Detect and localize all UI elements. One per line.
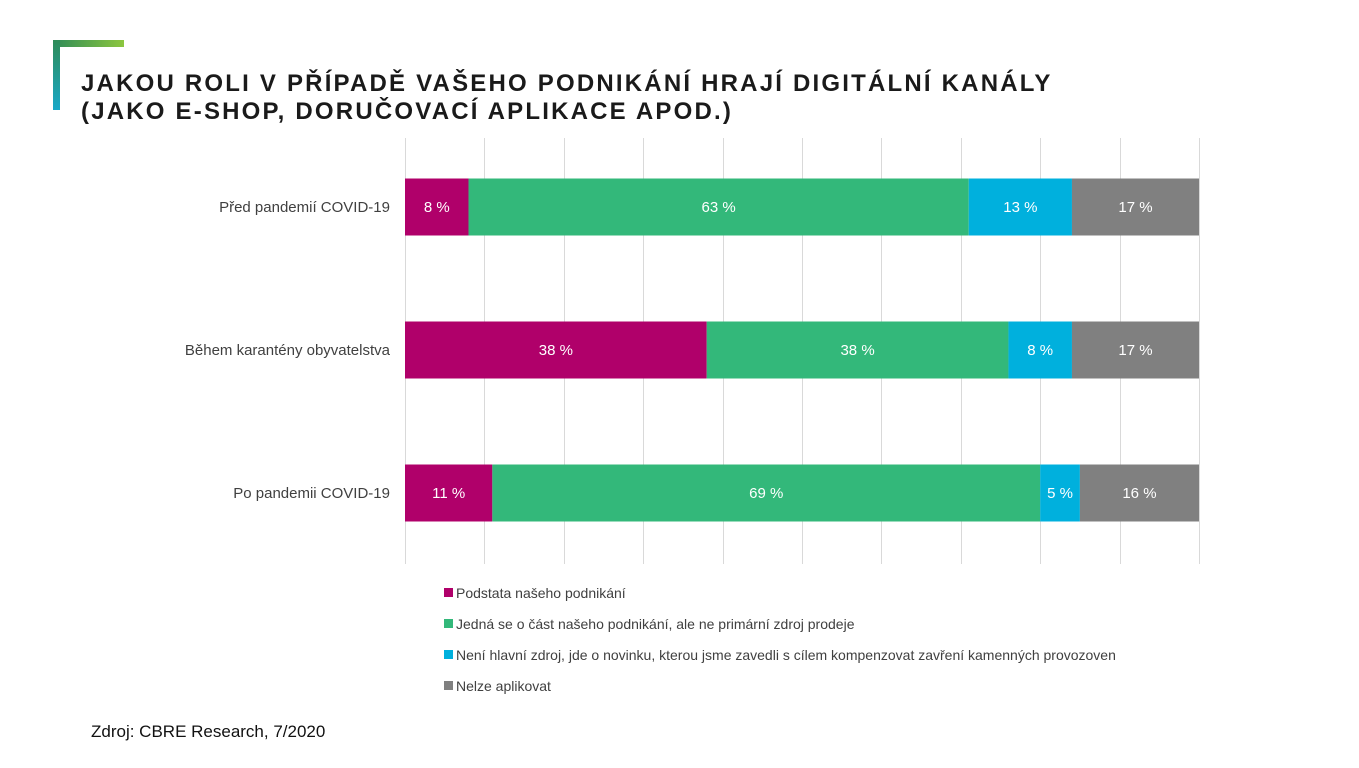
chart-legend: Podstata našeho podnikání Jedná se o část… [444, 577, 1116, 701]
legend-swatch [444, 619, 453, 628]
title-accent-vertical [53, 40, 60, 110]
chart-title-line-2: (JAKO E-SHOP, DORUČOVACÍ APLIKACE APOD.) [81, 98, 734, 125]
legend-item: Nelze aplikovat [444, 670, 1116, 701]
bar-segment [1071, 321, 1199, 379]
bar-segment [1040, 464, 1080, 522]
legend-item: Není hlavní zdroj, jde o novinku, kterou… [444, 639, 1116, 670]
data-label: 38 % [539, 342, 573, 359]
title-accent-horizontal [53, 40, 124, 47]
data-label: 63 % [702, 199, 736, 216]
data-label: 69 % [749, 485, 783, 502]
data-label: 13 % [1003, 199, 1037, 216]
category-label: Po pandemii COVID-19 [233, 485, 390, 502]
legend-item: Jedná se o část našeho podnikání, ale ne… [444, 608, 1116, 639]
legend-label: Jedná se o část našeho podnikání, ale ne… [456, 615, 855, 632]
source-note: Zdroj: CBRE Research, 7/2020 [91, 722, 326, 741]
bar-segment [1008, 321, 1072, 379]
bar-segment [968, 178, 1072, 236]
data-label: 17 % [1118, 342, 1152, 359]
bar-segment [1071, 178, 1199, 236]
legend-label: Podstata našeho podnikání [456, 584, 626, 601]
data-label: 11 % [432, 485, 465, 502]
data-label: 16 % [1122, 485, 1156, 502]
legend-swatch [444, 681, 453, 690]
chart-title: JAKOU ROLI V PŘÍPADĚ VAŠEHO PODNIKÁNÍ HR… [81, 70, 1281, 126]
bar-segment [706, 321, 1009, 379]
bar-segment [468, 178, 969, 236]
data-label: 8 % [424, 199, 450, 216]
data-label: 8 % [1027, 342, 1053, 359]
bar-segment [405, 464, 493, 522]
category-label: Před pandemií COVID-19 [219, 199, 390, 216]
legend-label: Není hlavní zdroj, jde o novinku, kterou… [456, 646, 1116, 663]
category-label: Během karantény obyvatelstva [185, 342, 391, 359]
bar-segment [492, 464, 1041, 522]
legend-swatch [444, 650, 453, 659]
bar-segment [405, 178, 469, 236]
chart-title-line-1: JAKOU ROLI V PŘÍPADĚ VAŠEHO PODNIKÁNÍ HR… [81, 70, 1053, 97]
data-label: 5 % [1047, 485, 1073, 502]
legend-label: Nelze aplikovat [456, 677, 551, 694]
bar-segment [405, 321, 707, 379]
legend-swatch [444, 588, 453, 597]
data-label: 17 % [1118, 199, 1152, 216]
bar-segment [1079, 464, 1199, 522]
legend-item: Podstata našeho podnikání [444, 577, 1116, 608]
data-label: 38 % [840, 342, 874, 359]
